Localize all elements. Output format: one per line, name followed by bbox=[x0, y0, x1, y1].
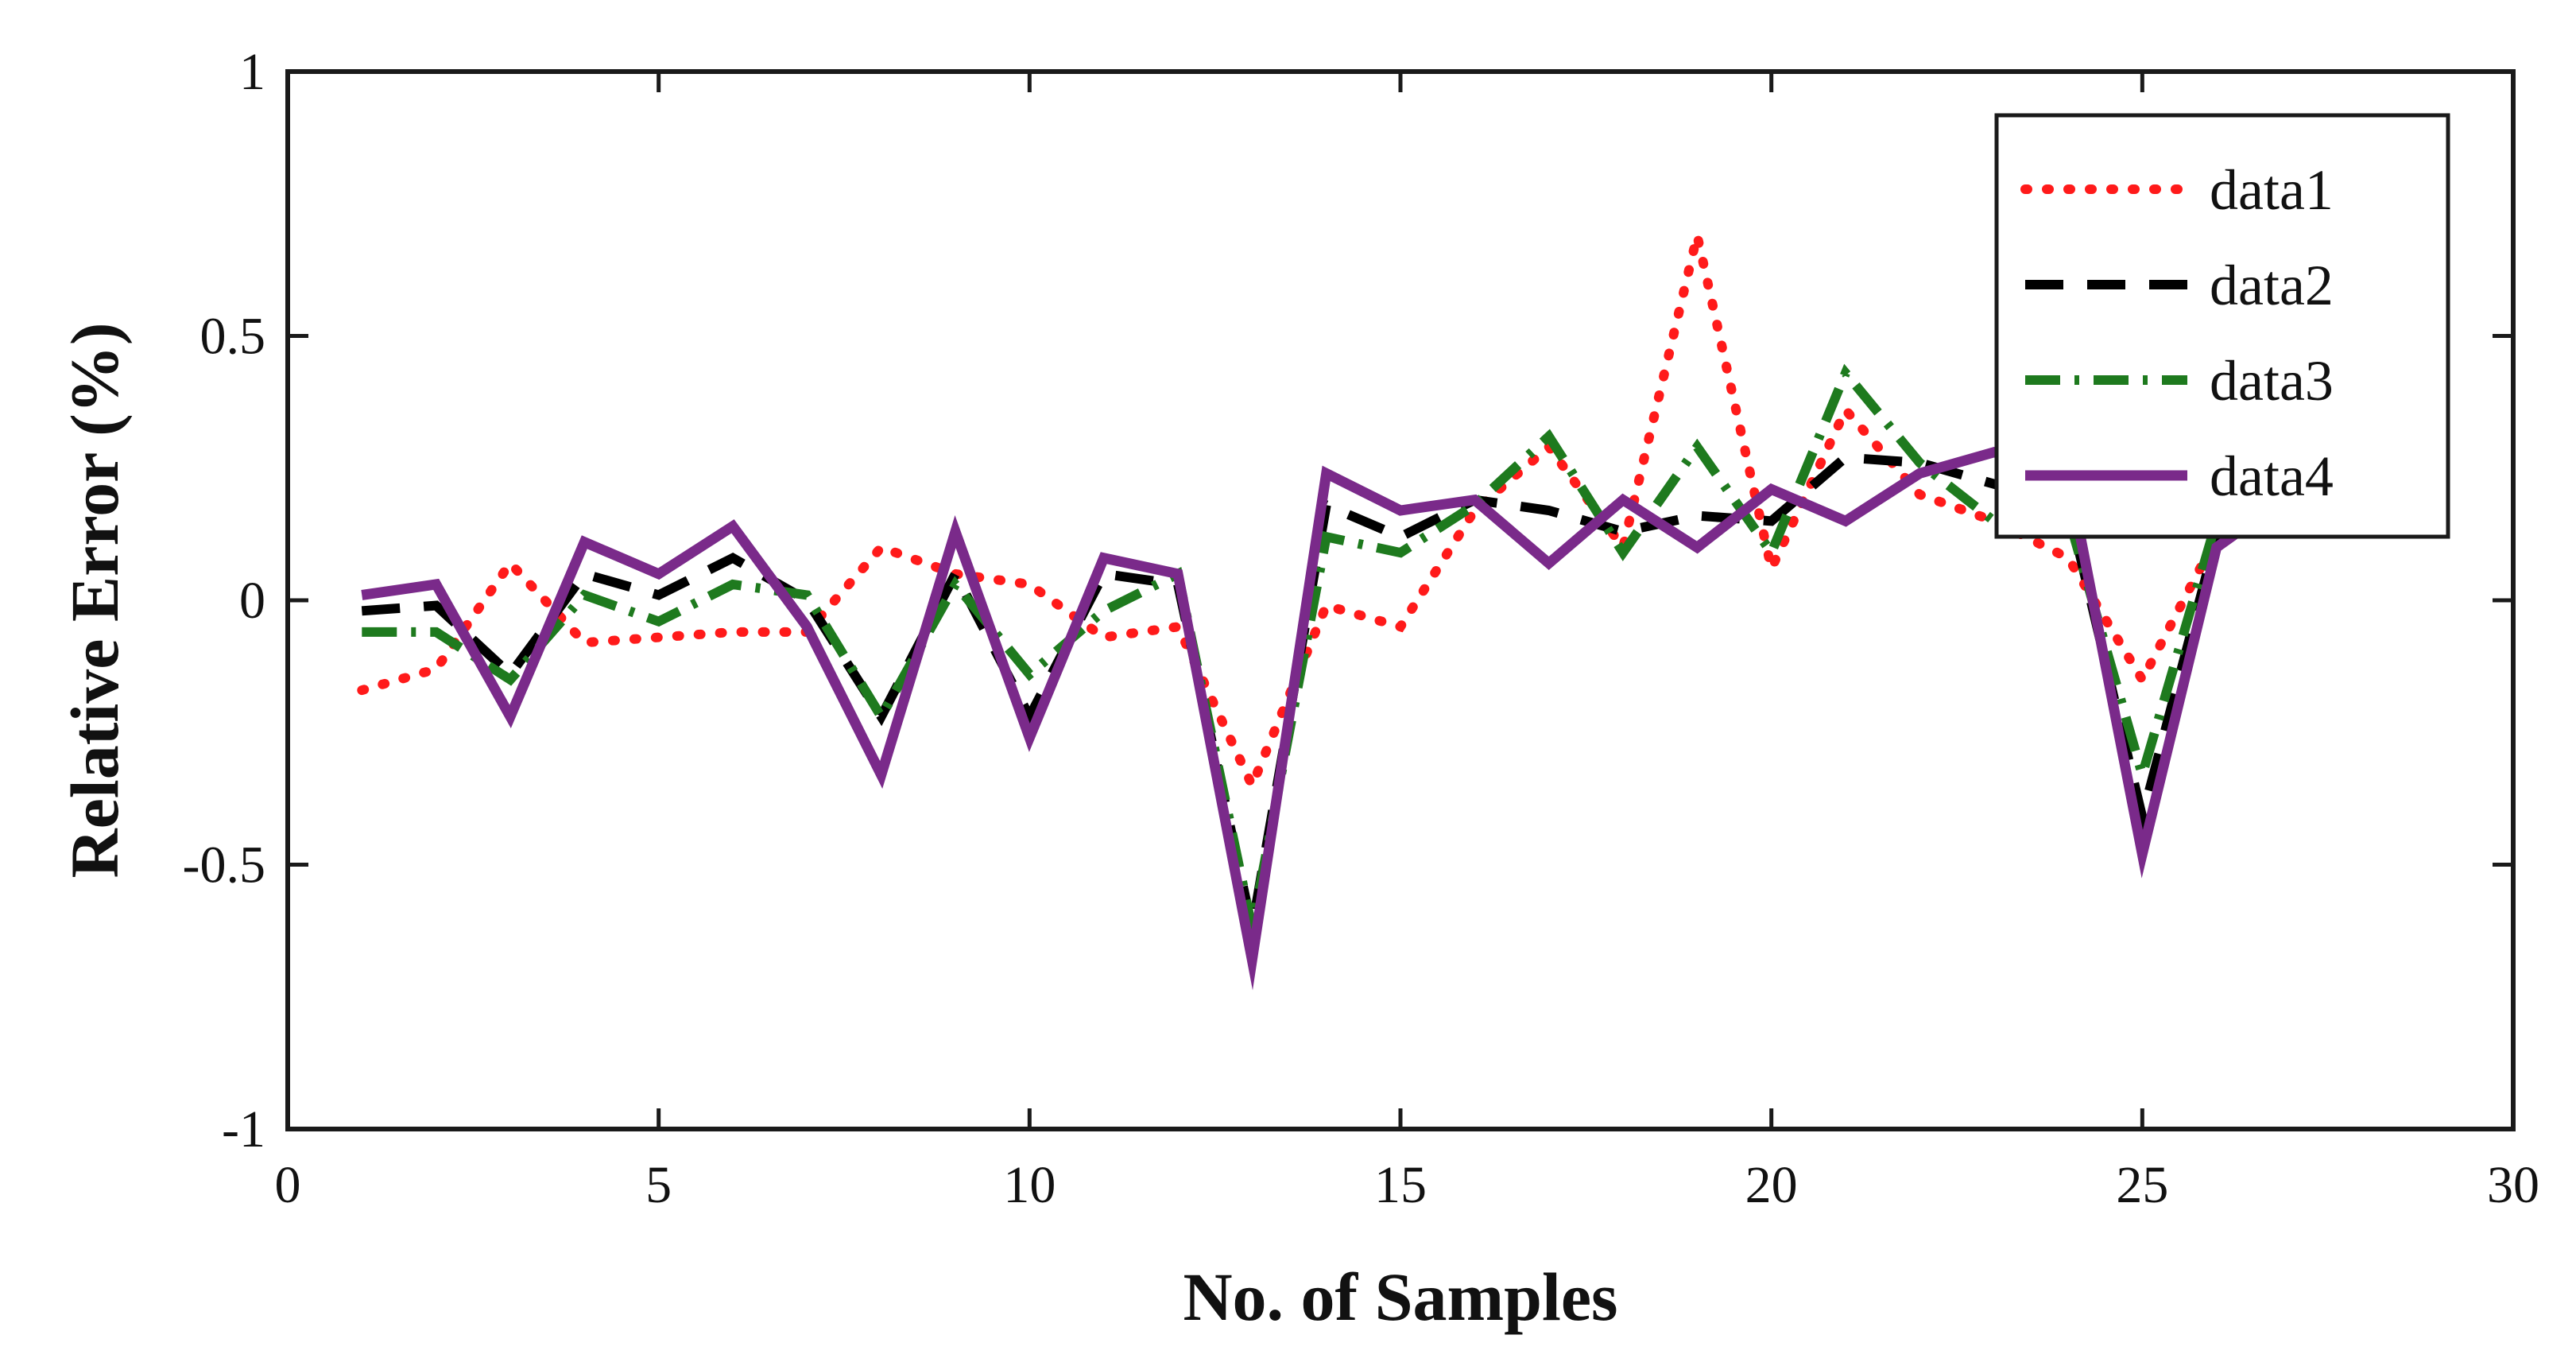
y-axis-title: Relative Error (%) bbox=[56, 323, 133, 879]
legend-label-data2: data2 bbox=[2210, 254, 2334, 317]
y-tick-label: -0.5 bbox=[183, 836, 265, 894]
y-tick-label: 1 bbox=[239, 43, 265, 101]
x-axis-title: No. of Samples bbox=[1183, 1259, 1617, 1335]
x-tick-label: 20 bbox=[1745, 1156, 1798, 1214]
series-line-data2 bbox=[361, 452, 2366, 953]
legend-label-data1: data1 bbox=[2210, 158, 2334, 222]
x-tick-label: 0 bbox=[275, 1156, 301, 1214]
series-line-data1 bbox=[357, 214, 2370, 797]
y-tick-label: 0.5 bbox=[200, 308, 266, 366]
x-tick-label: 30 bbox=[2487, 1156, 2539, 1214]
legend-label-data4: data4 bbox=[2210, 444, 2334, 508]
y-tick-label: 0 bbox=[239, 572, 265, 630]
legend-label-data3: data3 bbox=[2210, 349, 2334, 413]
x-tick-label: 10 bbox=[1003, 1156, 1056, 1214]
x-tick-label: 25 bbox=[2116, 1156, 2168, 1214]
x-tick-label: 15 bbox=[1374, 1156, 1427, 1214]
y-tick-label: -1 bbox=[222, 1100, 265, 1158]
x-tick-label: 5 bbox=[645, 1156, 672, 1214]
